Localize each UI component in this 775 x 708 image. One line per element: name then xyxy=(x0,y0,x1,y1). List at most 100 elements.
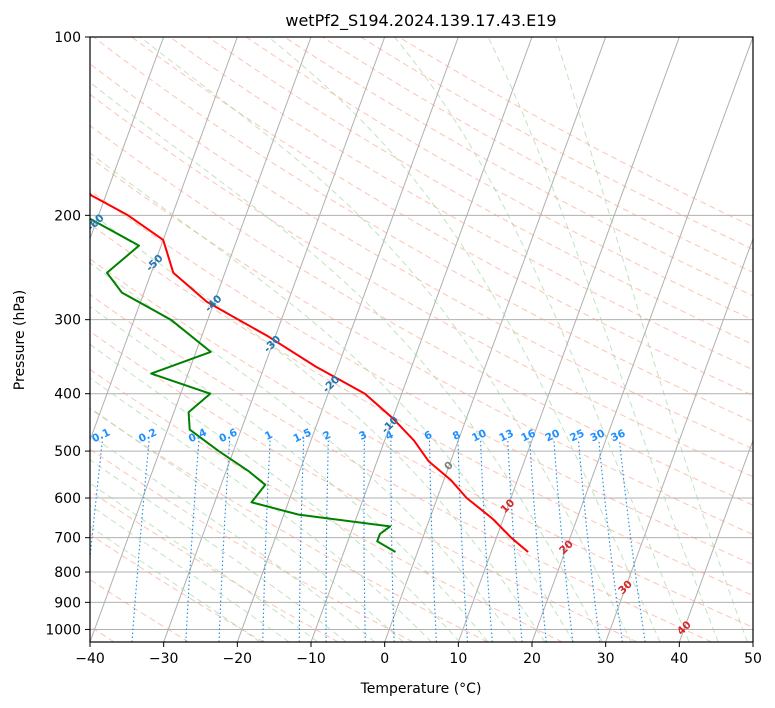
moist-adiabat xyxy=(139,37,632,642)
dewpoint-profile xyxy=(90,217,397,553)
isotherm-label: -50 xyxy=(144,252,166,274)
moist-adiabat xyxy=(90,152,575,642)
moist-adiabat xyxy=(554,37,748,642)
mixing-ratio-line xyxy=(390,440,395,642)
mixing-ratio-label: 4 xyxy=(384,429,396,443)
dry-adiabat xyxy=(90,124,753,506)
isotherm-label: 0 xyxy=(442,459,456,473)
mixing-ratio-label: 30 xyxy=(588,427,606,444)
temperature-profile xyxy=(90,191,529,553)
mixing-ratio-label: 0.2 xyxy=(137,427,159,446)
isotherm-line xyxy=(236,37,459,642)
moist-adiabat xyxy=(90,407,404,642)
x-tick-label: −20 xyxy=(223,651,253,667)
moist-adiabat xyxy=(268,37,661,642)
mixing-ratio-line xyxy=(185,440,200,642)
dry-adiabat xyxy=(90,533,264,642)
y-tick-label: 1000 xyxy=(45,622,81,638)
moist-adiabat xyxy=(90,525,261,642)
dry-adiabat xyxy=(284,37,753,297)
mixing-ratio-label: 13 xyxy=(497,427,515,444)
isotherm-label: 40 xyxy=(675,619,694,638)
mixing-ratio-label: 25 xyxy=(568,427,586,444)
isotherm-label: -20 xyxy=(320,374,342,396)
mixing-ratio-line xyxy=(90,440,103,563)
plot-frame xyxy=(89,36,754,643)
mixing-ratio-line xyxy=(457,440,469,642)
mixing-ratio-line xyxy=(363,440,366,642)
dry-adiabat xyxy=(90,490,339,642)
y-tick-label: 100 xyxy=(54,30,81,46)
moist-adiabat xyxy=(90,377,432,642)
y-tick-label: 300 xyxy=(54,313,81,329)
moist-adiabat xyxy=(90,343,461,642)
dry-adiabat xyxy=(90,258,753,628)
mixing-ratio-label: 1 xyxy=(263,429,275,443)
mixing-ratio-line xyxy=(577,440,601,642)
isotherm-line xyxy=(90,37,165,241)
isotherm-label: -30 xyxy=(262,333,284,355)
mixing-ratio-label: 0.6 xyxy=(217,427,239,446)
moist-adiabat xyxy=(394,37,690,642)
y-tick-label: 700 xyxy=(54,531,81,547)
plot-area: -100-90-80-70-60-50-40-30-20-10010203040… xyxy=(90,37,753,642)
mixing-ratio-label: 3 xyxy=(357,429,369,443)
mixing-ratio-label: 2 xyxy=(321,429,333,443)
dry-adiabat xyxy=(90,448,414,642)
dry-adiabat xyxy=(90,189,753,566)
x-tick-label: 10 xyxy=(449,651,467,667)
mixing-ratio-line xyxy=(298,440,305,642)
dry-adiabat xyxy=(398,37,753,228)
y-tick-label: 200 xyxy=(54,208,81,224)
y-tick-label: 400 xyxy=(54,387,81,403)
y-axis: 100 200 300 400 500 600 700 800 900 1000 xyxy=(45,30,90,638)
mixing-ratio-line xyxy=(553,440,574,642)
x-tick-label: −10 xyxy=(296,651,326,667)
isotherm-label: 20 xyxy=(557,538,576,557)
mixing-ratio-label: 10 xyxy=(470,427,488,444)
isotherm-line xyxy=(678,438,753,642)
x-tick-label: −30 xyxy=(149,651,179,667)
moist-adiabat xyxy=(90,434,376,642)
moist-adiabat xyxy=(90,459,347,642)
x-tick-label: 50 xyxy=(744,651,762,667)
mixing-ratio-line xyxy=(262,440,271,642)
isotherm-line xyxy=(752,640,753,642)
dry-adiabat xyxy=(90,408,488,642)
mixing-ratio-label: 8 xyxy=(451,429,463,443)
x-tick-label: −40 xyxy=(75,651,105,667)
mixing-ratio-label: 16 xyxy=(519,427,537,444)
dry-adiabat xyxy=(90,63,753,450)
mixing-ratio-line xyxy=(507,440,523,642)
dry-adiabat xyxy=(90,330,638,642)
mixing-ratio-line xyxy=(218,440,231,642)
isotherm-label: -40 xyxy=(203,293,225,315)
isotherm-line xyxy=(605,237,753,642)
dry-adiabat xyxy=(90,223,753,597)
isotherm-line xyxy=(531,37,753,642)
x-tick-label: 20 xyxy=(523,651,541,667)
mixing-ratio-line xyxy=(618,440,646,642)
mixing-ratio-label: 6 xyxy=(422,429,434,443)
moist-adiabat xyxy=(90,305,489,642)
isotherm-label: 10 xyxy=(498,497,517,516)
dry-adiabat xyxy=(90,578,190,642)
dry-adiabat xyxy=(322,37,753,273)
y-tick-label: 900 xyxy=(54,595,81,611)
mixing-ratio-line xyxy=(131,440,150,642)
y-tick-label: 500 xyxy=(54,444,81,460)
y-axis-label: Pressure (hPa) xyxy=(12,290,28,390)
moist-adiabat xyxy=(90,482,319,642)
dry-adiabat xyxy=(93,37,753,423)
dry-adiabat xyxy=(90,93,753,478)
chart-title: wetPf2_S194.2024.139.17.43.E19 xyxy=(285,11,556,31)
isotherm-line xyxy=(457,37,680,642)
dry-adiabat xyxy=(245,37,753,321)
mixing-ratio-line xyxy=(428,440,437,642)
dry-adiabat xyxy=(90,156,753,536)
dry-adiabat xyxy=(90,294,712,642)
isotherm-line xyxy=(90,37,238,442)
moist-adiabat xyxy=(487,37,719,642)
isotherm-line xyxy=(384,37,607,642)
